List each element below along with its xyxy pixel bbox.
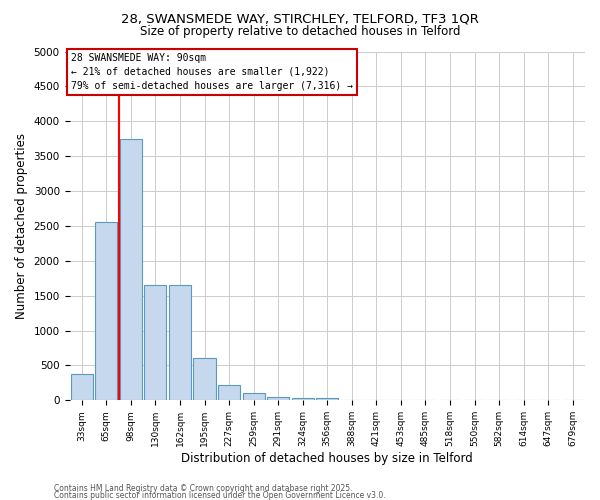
Text: 28, SWANSMEDE WAY, STIRCHLEY, TELFORD, TF3 1QR: 28, SWANSMEDE WAY, STIRCHLEY, TELFORD, T… — [121, 12, 479, 26]
Bar — [218, 385, 240, 400]
Bar — [242, 392, 265, 400]
Text: Contains public sector information licensed under the Open Government Licence v3: Contains public sector information licen… — [54, 490, 386, 500]
Bar — [267, 397, 289, 400]
Bar — [316, 398, 338, 400]
Bar — [169, 285, 191, 401]
Text: Size of property relative to detached houses in Telford: Size of property relative to detached ho… — [140, 25, 460, 38]
Bar — [71, 374, 93, 400]
Bar — [120, 138, 142, 400]
Text: Contains HM Land Registry data © Crown copyright and database right 2025.: Contains HM Land Registry data © Crown c… — [54, 484, 353, 493]
Text: 28 SWANSMEDE WAY: 90sqm
← 21% of detached houses are smaller (1,922)
79% of semi: 28 SWANSMEDE WAY: 90sqm ← 21% of detache… — [71, 53, 353, 91]
Bar — [292, 398, 314, 400]
Bar — [145, 285, 166, 401]
X-axis label: Distribution of detached houses by size in Telford: Distribution of detached houses by size … — [181, 452, 473, 465]
Y-axis label: Number of detached properties: Number of detached properties — [15, 133, 28, 319]
Bar — [193, 358, 215, 401]
Bar — [95, 222, 118, 400]
